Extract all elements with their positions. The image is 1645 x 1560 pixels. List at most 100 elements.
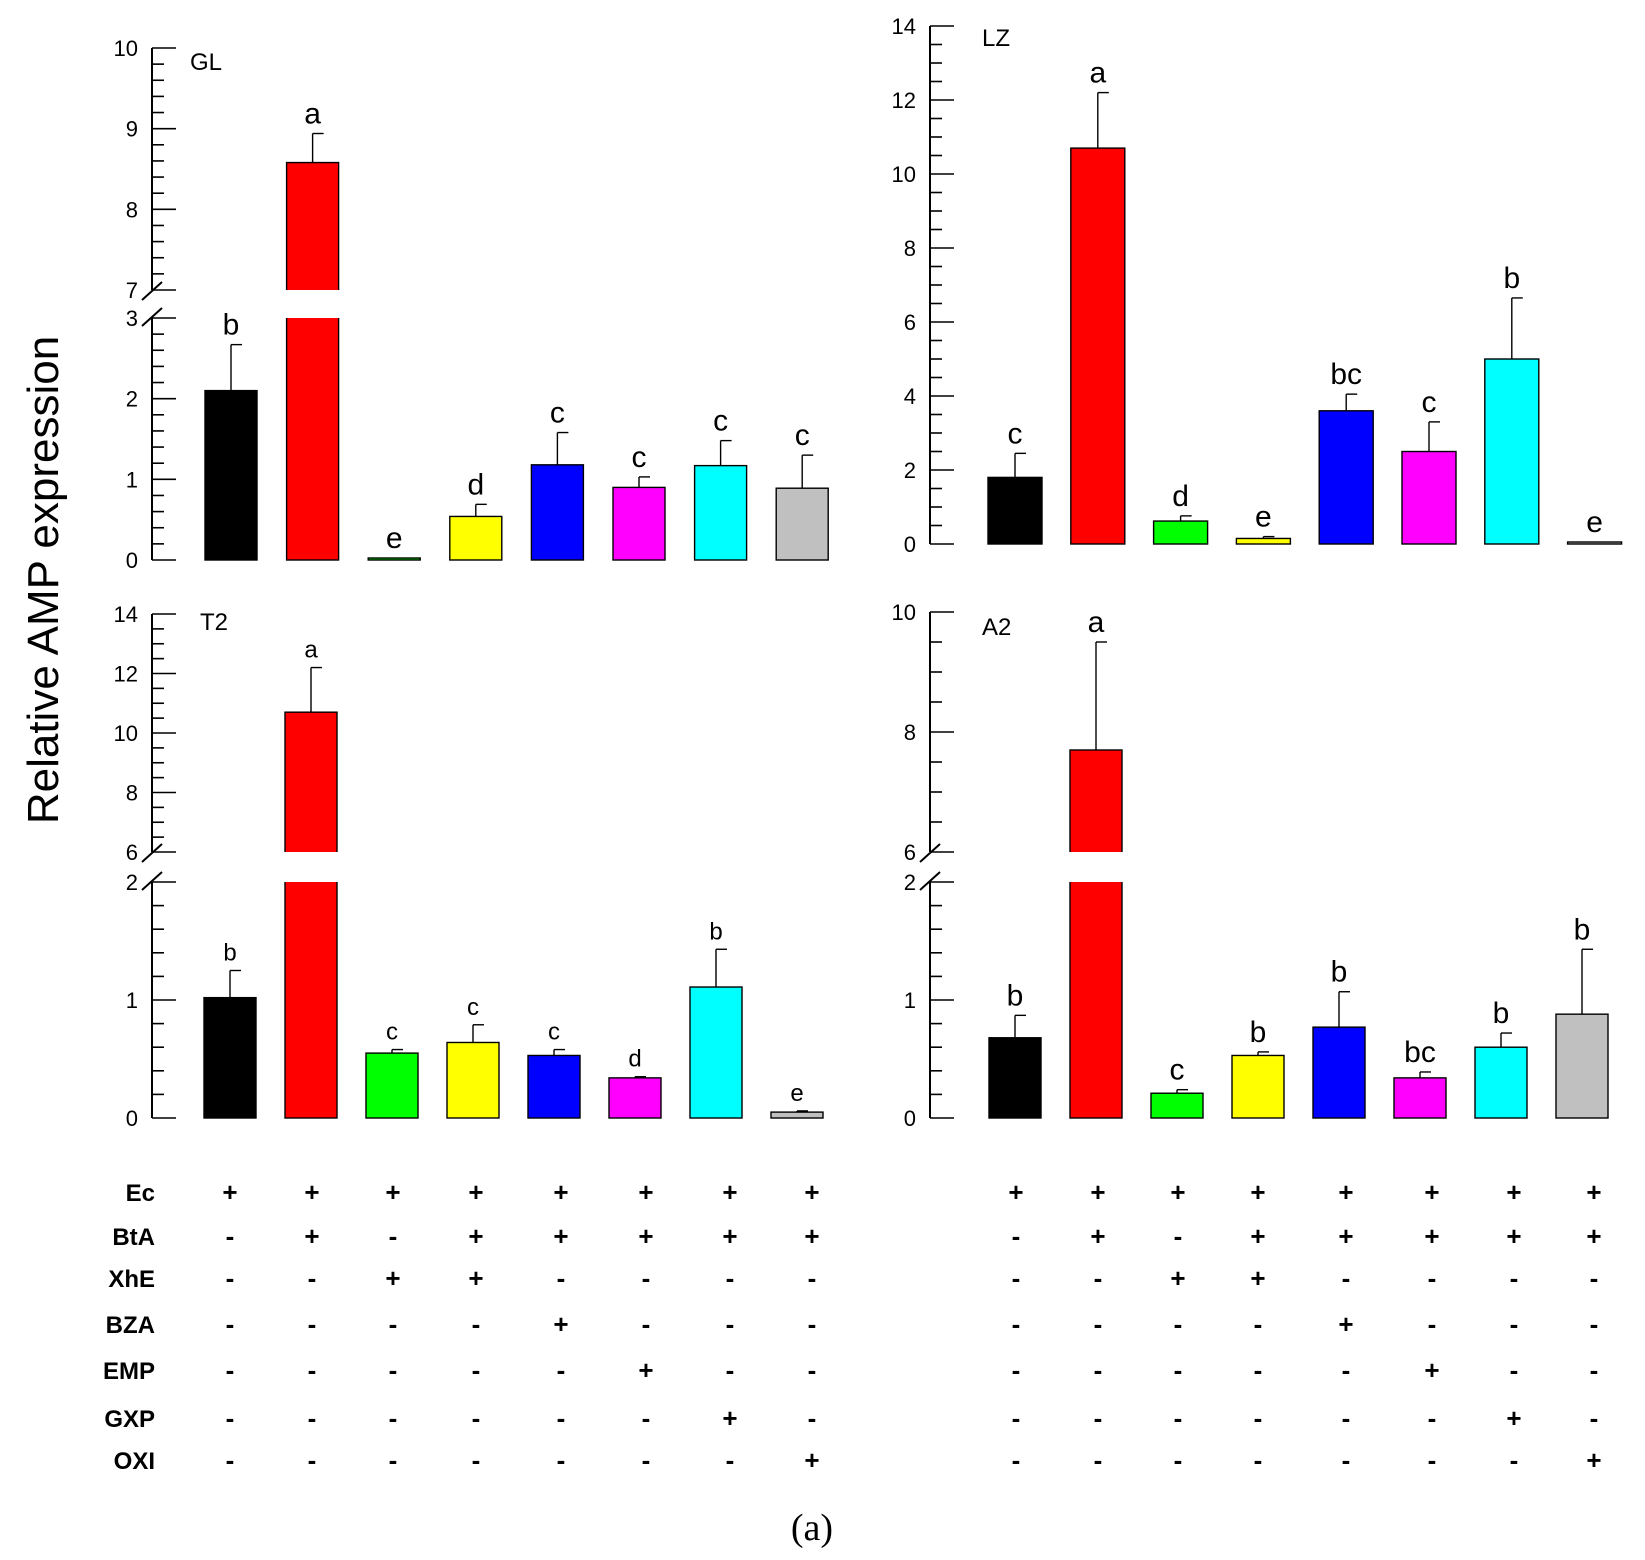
treatment-sign-left: - [642,1403,651,1433]
treatment-row-ec: Ec + + + + + + + + + + + + + + + + [126,1177,1602,1207]
panel-gl: 0 1 2 3 7 8 9 10 GL b a e d c c c c [114,36,829,573]
treatment-row-bza: BZA - - - - - - - - + + - - - - - - [106,1309,1599,1339]
y-tick-label: 10 [892,600,916,625]
treatment-sign-right: + [1586,1177,1601,1207]
treatment-sign-left: + [553,1221,568,1251]
significance-letter: b [709,918,722,945]
treatment-sign-right: - [1590,1355,1599,1385]
treatment-row-oxi: OXI - - - - - - - - - - - - - - + + [114,1445,1602,1475]
y-tick-label: 7 [126,278,138,303]
bar-ec-bta-bza [1312,1026,1366,1119]
treatment-sign-right: - [1174,1221,1183,1251]
significance-letter: e [1586,506,1603,539]
significance-letter: bc [1404,1036,1436,1069]
bar-ec [988,1037,1042,1119]
treatment-sign-right: - [1428,1309,1437,1339]
y-tick-label: 3 [126,306,138,331]
treatment-sign-right: - [1342,1355,1351,1385]
treatment-label: XhE [108,1266,155,1293]
axis-break-mark [141,307,163,327]
y-tick-label: 14 [892,14,916,39]
treatment-sign-left: - [642,1309,651,1339]
treatment-sign-right: - [1254,1355,1263,1385]
bar-ec [987,476,1043,545]
y-tick-label: 1 [126,988,138,1013]
significance-letter: d [467,468,484,501]
bar-ec-xhe [367,557,421,561]
treatment-sign-left: - [308,1355,317,1385]
treatment-sign-right: - [1254,1445,1263,1475]
treatment-row-gxp: GXP - - - - - - - - - - - - + + - - [104,1403,1598,1433]
treatment-sign-left: - [726,1263,735,1293]
treatment-sign-right: - [1510,1309,1519,1339]
y-tick-label: 0 [126,548,138,573]
panel-title: T2 [200,609,228,636]
treatment-row-xhe: XhE - - - - + + + + - - - - - - - - [108,1263,1598,1293]
treatment-sign-right: - [1428,1403,1437,1433]
y-tick-label: 1 [126,467,138,492]
significance-letter: e [1255,501,1272,534]
bar-break-gap [282,852,340,882]
treatment-sign-right: + [1250,1177,1265,1207]
treatment-sign-right: - [1174,1403,1183,1433]
treatment-sign-right: - [1094,1309,1103,1339]
treatment-sign-left: - [472,1403,481,1433]
treatment-sign-right: + [1338,1309,1353,1339]
treatment-sign-left: + [304,1177,319,1207]
treatment-sign-right: + [1090,1221,1105,1251]
treatment-sign-left: + [304,1221,319,1251]
significance-letter: a [304,98,321,131]
bar-break-gap [283,290,342,318]
treatment-sign-right: + [1586,1221,1601,1251]
treatment-sign-right: - [1094,1355,1103,1385]
significance-letter: b [1007,979,1024,1012]
treatment-sign-left: + [722,1403,737,1433]
treatment-sign-left: - [726,1445,735,1475]
bar-ec-bta-bza [530,464,585,561]
significance-letter: c [713,405,728,438]
panel-title: GL [190,49,222,76]
treatment-sign-left: + [722,1221,737,1251]
treatment-sign-left: + [804,1221,819,1251]
treatment-sign-left: + [468,1221,483,1251]
treatment-label: BZA [106,1312,155,1339]
treatment-sign-right: - [1012,1263,1021,1293]
bar-ec-xhe [1152,520,1209,545]
treatment-sign-right: - [1428,1445,1437,1475]
treatment-row-bta: BtA - - + + - - + + + + + + + + + + [112,1221,1601,1251]
treatment-sign-right: + [1250,1263,1265,1293]
treatment-sign-right: - [1094,1403,1103,1433]
panel-title: LZ [982,25,1010,52]
treatment-sign-left: + [553,1309,568,1339]
treatment-sign-right: + [1424,1355,1439,1385]
y-tick-label: 8 [126,197,138,222]
bar-ec-bta-xhe [1231,1054,1285,1119]
treatment-sign-right: + [1506,1177,1521,1207]
treatment-sign-left: - [726,1355,735,1385]
treatment-sign-left: - [308,1263,317,1293]
treatment-sign-left: - [808,1263,817,1293]
y-tick-label: 8 [904,720,916,745]
treatment-sign-left: - [642,1445,651,1475]
significance-letter: d [628,1046,641,1073]
y-tick-label: 8 [904,236,916,261]
treatment-sign-right: - [1012,1403,1021,1433]
bar-ec-bta-bza [1318,410,1374,545]
treatment-sign-right: - [1012,1355,1021,1385]
bar-break-gap [1067,852,1125,882]
y-tick-label: 2 [904,870,916,895]
treatment-sign-left: - [308,1445,317,1475]
treatment-sign-left: - [642,1263,651,1293]
y-tick-label: 9 [126,117,138,142]
y-tick-label: 4 [904,384,916,409]
y-axis-title: Relative AMP expression [19,336,68,824]
treatment-sign-left: - [557,1263,566,1293]
bar-ec-bta-xhe [449,515,503,561]
treatment-sign-right: - [1254,1403,1263,1433]
bar-ec-bta [284,711,338,1119]
significance-letter: e [790,1080,803,1107]
bar-ec-bta-gxp [693,464,748,561]
treatment-sign-right: + [1338,1221,1353,1251]
